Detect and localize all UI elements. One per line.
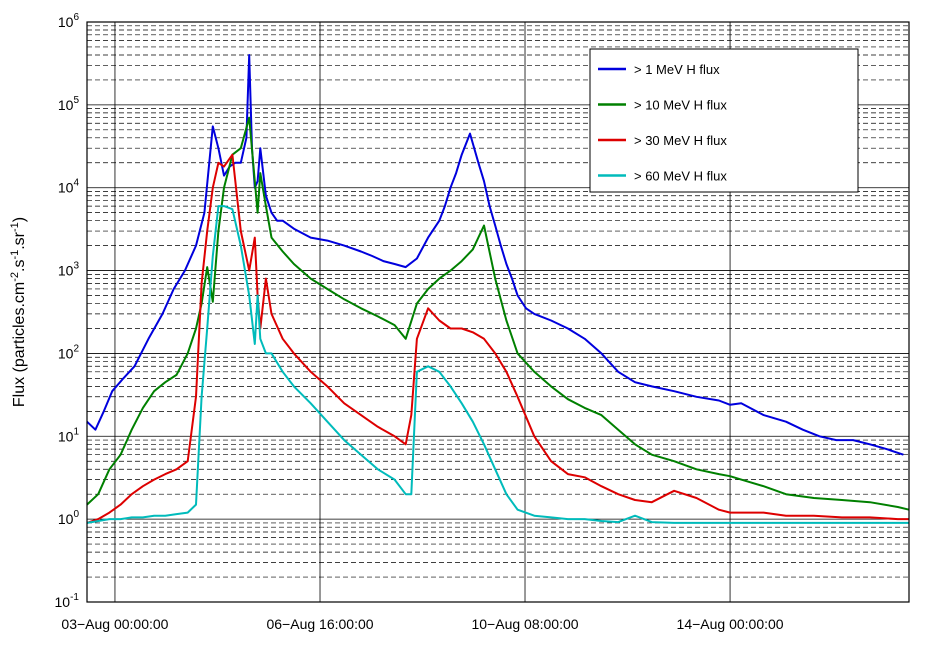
legend-box (589, 48, 859, 193)
y-tick-base: 10 (58, 14, 74, 30)
series-line-4 (86, 205, 909, 524)
y-tick-exponent: 2 (73, 343, 79, 354)
y-tick-exponent: 4 (73, 178, 79, 189)
y-tick-exponent: 0 (73, 509, 79, 520)
series-line-3 (86, 153, 909, 524)
legend-label: > 10 MeV H flux (634, 98, 727, 113)
y-axis-label-end: ) (11, 217, 28, 222)
y-axis-label-exp1: -2 (9, 272, 21, 282)
y-tick-exponent: 3 (73, 261, 79, 272)
y-tick-base: 10 (58, 345, 74, 361)
series-line-1 (86, 54, 904, 456)
y-tick-base: 10 (58, 180, 74, 196)
y-tick-base: 10 (58, 511, 74, 527)
y-axis-label-exp2: -1 (9, 250, 21, 260)
y-axis-label-exp3: -1 (9, 222, 21, 232)
plot-frame (86, 21, 910, 603)
y-axis-label-base: Flux (particles.cm (11, 282, 28, 407)
y-tick-label: 101 (58, 426, 80, 444)
y-tick-base: 10 (58, 428, 74, 444)
y-axis-label-mid2: .sr (11, 231, 28, 249)
y-axis-label-mid1: .s (11, 260, 28, 272)
y-tick-label: 105 (58, 95, 80, 113)
legend-label: > 1 MeV H flux (634, 62, 720, 77)
x-axis-ticks: 03−Aug 00:00:00 06−Aug 16:00:00 10−Aug 08:… (61, 616, 783, 632)
y-tick-base: 10 (58, 97, 74, 113)
legend-label: > 30 MeV H flux (634, 133, 727, 148)
y-tick-label: 102 (58, 343, 80, 361)
series-lines (86, 54, 910, 524)
y-tick-label: 10-1 (55, 592, 80, 610)
y-tick-label: 106 (58, 12, 80, 30)
y-tick-exponent: 1 (73, 426, 79, 437)
y-tick-base: 10 (58, 263, 74, 279)
x-tick-label: 03−Aug 00:00:00 (61, 616, 168, 632)
x-tick-label: 06−Aug 16:00:00 (266, 616, 373, 632)
legend: > 1 MeV H flux > 10 MeV H flux > 30 MeV H … (589, 48, 859, 193)
y-axis-label: Flux (particles.cm-2.s-1.sr-1) (9, 217, 28, 407)
y-tick-label: 104 (58, 178, 80, 196)
y-tick-exponent: 5 (73, 95, 79, 106)
y-tick-label: 103 (58, 261, 80, 279)
y-tick-exponent: -1 (70, 592, 79, 603)
series-line-2 (86, 116, 910, 511)
legend-label: > 60 MeV H flux (634, 169, 727, 184)
x-tick-label: 10−Aug 08:00:00 (471, 616, 578, 632)
y-tick-label: 100 (58, 509, 80, 527)
y-tick-exponent: 6 (73, 12, 79, 23)
y-tick-base: 10 (55, 594, 71, 610)
x-tick-label: 14−Aug 00:00:00 (677, 616, 784, 632)
